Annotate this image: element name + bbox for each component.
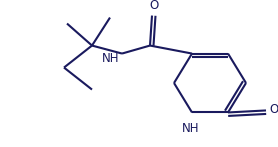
Text: NH: NH — [182, 122, 200, 135]
Text: O: O — [149, 0, 159, 12]
Text: O: O — [269, 103, 278, 116]
Text: NH: NH — [101, 52, 119, 65]
